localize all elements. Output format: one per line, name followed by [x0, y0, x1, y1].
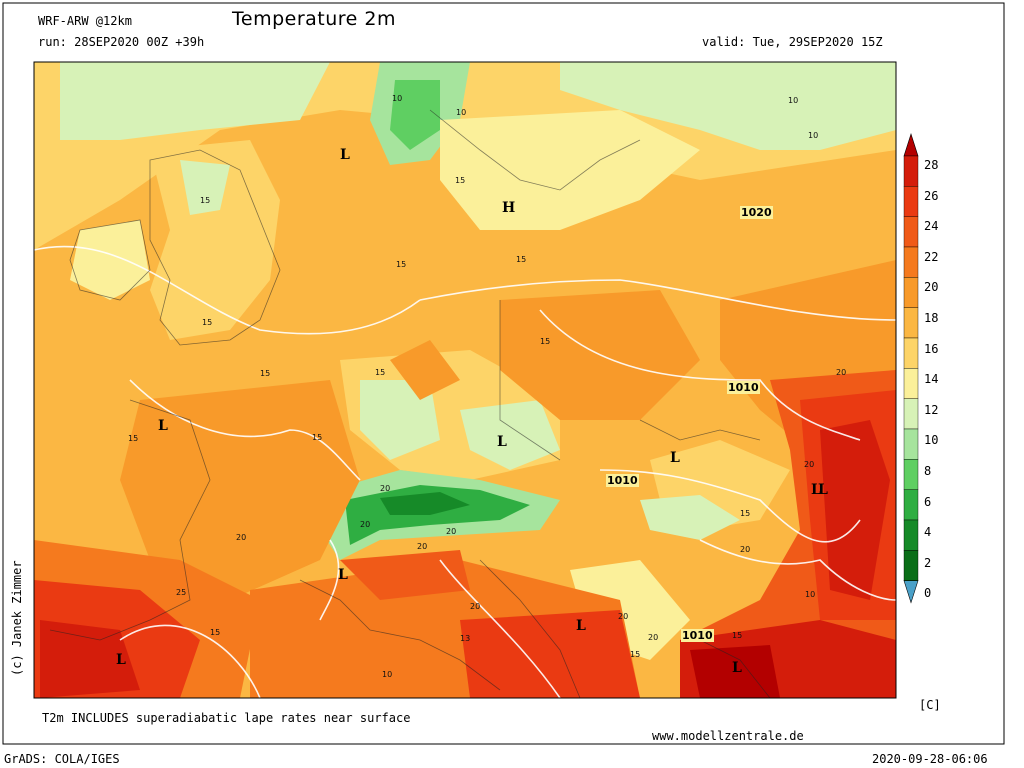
temperature-contour-label: 15	[128, 434, 139, 443]
colorbar-segment	[903, 428, 919, 460]
temperature-contour-label: 15	[375, 368, 386, 377]
model-label: WRF-ARW @12km	[38, 14, 132, 28]
temperature-contour-label: 15	[200, 196, 211, 205]
colorbar-tick-label: 4	[924, 525, 932, 540]
temperature-contour-label: 10	[788, 96, 799, 105]
colorbar-segment	[903, 519, 919, 551]
timestamp-label: 2020-09-28-06:06	[872, 752, 988, 766]
pressure-center-label: L	[818, 482, 828, 498]
isobar-label: 1010	[727, 381, 760, 394]
temperature-contour-label: 15	[312, 433, 323, 442]
temperature-contour-label: 20	[836, 368, 847, 377]
colorbar-segment	[903, 246, 919, 278]
temperature-contour-label: 15	[455, 176, 466, 185]
temperature-contour-label: 10	[808, 131, 819, 140]
temperature-contour-label: 10	[456, 108, 467, 117]
colorbar-tick-label: 10	[924, 433, 939, 448]
temperature-contour-label: 20	[470, 602, 481, 611]
note-label: T2m INCLUDES superadiabatic lape rates n…	[42, 711, 411, 725]
colorbar-segment	[903, 307, 919, 339]
temperature-contour-label: 15	[732, 631, 743, 640]
colorbar-segment	[903, 216, 919, 248]
colorbar-segment	[903, 337, 919, 369]
pressure-center-label: L	[576, 618, 586, 634]
colorbar-tick-label: 24	[924, 219, 939, 234]
pressure-center-label: L	[158, 418, 168, 434]
pressure-center-label: L	[116, 652, 126, 668]
grads-label: GrADS: COLA/IGES	[4, 752, 120, 766]
temperature-contour-label: 20	[380, 484, 391, 493]
colorbar-segment	[903, 186, 919, 217]
run-label: run: 28SEP2020 00Z +39h	[38, 35, 205, 49]
colorbar-tick-label: 26	[924, 188, 939, 203]
temperature-contour-label: 15	[516, 255, 527, 264]
temperature-contour-label: 15	[740, 509, 751, 518]
temperature-contour-label: 10	[392, 94, 403, 103]
temperature-contour-label: 20	[360, 520, 371, 529]
map-border	[33, 61, 897, 699]
pressure-center-label: L	[497, 434, 507, 450]
colorbar-segment	[903, 489, 919, 521]
unit-label: [C]	[919, 698, 941, 712]
colorbar-tick-label: 16	[924, 341, 939, 356]
colorbar-tick-label: 20	[924, 280, 939, 295]
colorbar-tick-label: 6	[924, 494, 932, 509]
temperature-contour-label: 15	[396, 260, 407, 269]
colorbar-tick-label: 28	[924, 158, 939, 172]
temperature-contour-label: 15	[540, 337, 551, 346]
outer-border	[2, 2, 1005, 745]
temperature-contour-label: 20	[804, 460, 815, 469]
map-title: Temperature 2m	[232, 8, 396, 30]
pressure-center-label: L	[338, 567, 348, 583]
copyright-label: (c) Janek Zimmer	[10, 560, 24, 676]
pressure-center-label: L	[811, 482, 821, 498]
temperature-contour-label: 10	[382, 670, 393, 679]
temperature-contour-label: 13	[460, 634, 471, 643]
colorbar-bottom-arrow	[903, 580, 919, 604]
website-label: www.modellzentrale.de	[652, 729, 804, 743]
colorbar-tick-label: 12	[924, 402, 939, 417]
colorbar-tick-label: 0	[924, 586, 932, 601]
valid-label: valid: Tue, 29SEP2020 15Z	[702, 35, 883, 49]
isobar-label: 1010	[681, 629, 714, 642]
colorbar-segment	[903, 550, 919, 581]
temperature-contour-label: 20	[236, 533, 247, 542]
isobar-label: 1010	[606, 474, 639, 487]
temperature-contour-label: 25	[176, 588, 187, 597]
temperature-contour-label: 20	[417, 542, 428, 551]
colorbar	[903, 133, 919, 604]
temperature-contour-label: 20	[446, 527, 457, 536]
pressure-center-label: H	[502, 200, 516, 216]
temperature-contour-label: 20	[740, 545, 751, 554]
temperature-contour-label: 20	[648, 633, 659, 642]
pressure-center-label: L	[340, 147, 350, 163]
colorbar-segment	[903, 277, 919, 308]
colorbar-segment	[903, 155, 919, 187]
colorbar-tick-label: 8	[924, 464, 932, 478]
isobar-label: 1020	[740, 206, 773, 219]
temperature-contour-label: 15	[630, 650, 641, 659]
colorbar-segment	[903, 368, 919, 399]
temperature-contour-label: 15	[210, 628, 221, 637]
pressure-center-label: L	[670, 450, 680, 466]
temperature-contour-label: 15	[260, 369, 271, 378]
temperature-contour-label: 15	[202, 318, 213, 327]
colorbar-segment	[903, 459, 919, 490]
colorbar-segment	[903, 398, 919, 430]
colorbar-tick-label: 2	[924, 555, 932, 570]
temperature-contour-label: 20	[618, 612, 629, 621]
colorbar-tick-label: 14	[924, 372, 939, 387]
colorbar-tick-label: 18	[924, 311, 939, 325]
colorbar-top-arrow	[903, 133, 919, 157]
colorbar-tick-label: 22	[924, 249, 939, 264]
temperature-map	[34, 62, 896, 698]
temperature-contour-label: 10	[805, 590, 816, 599]
pressure-center-label: L	[732, 660, 742, 676]
